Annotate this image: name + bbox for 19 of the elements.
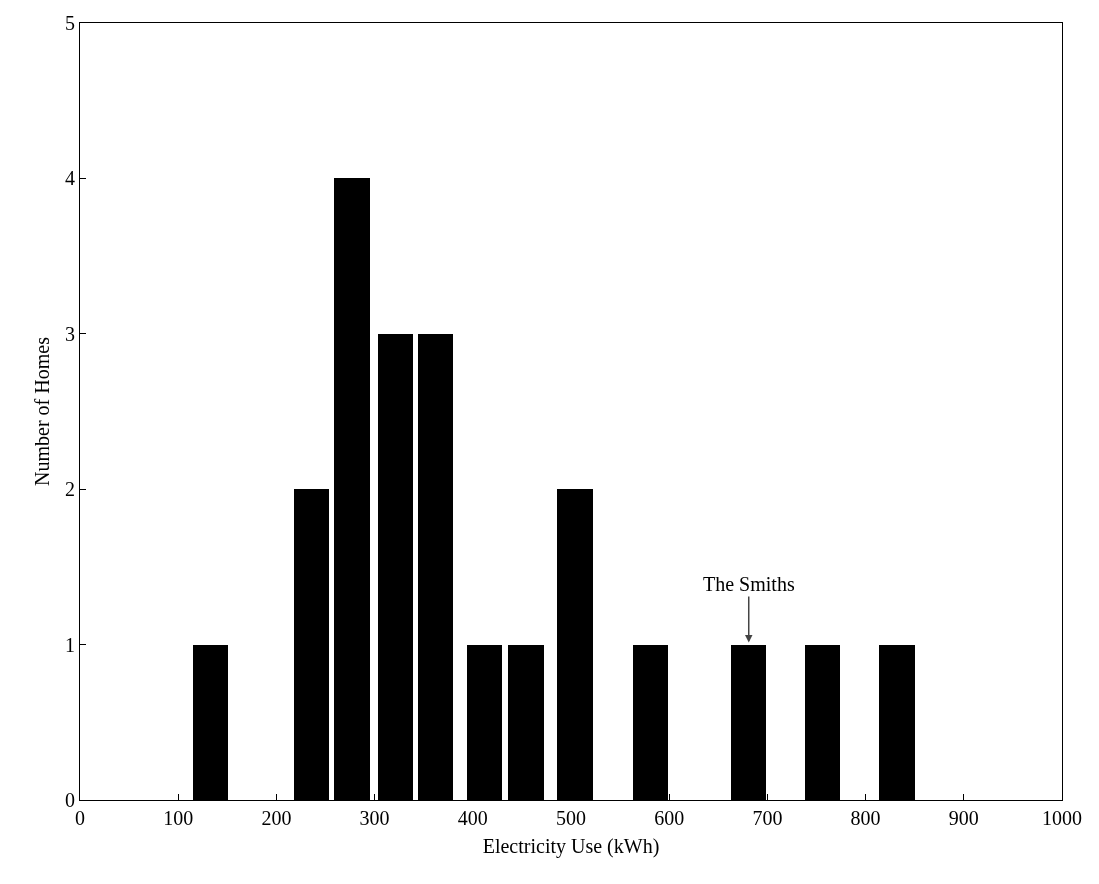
y-tick-label: 2: [65, 478, 75, 501]
y-tick-label: 3: [65, 322, 75, 345]
x-tick-label: 400: [457, 807, 488, 829]
x-tick-label: 900: [948, 807, 979, 829]
x-tick-label: 100: [163, 807, 194, 829]
y-axis-title: Number of Homes: [30, 336, 53, 486]
x-tick-label: 300: [359, 807, 390, 829]
annotation: The Smiths: [703, 573, 795, 595]
x-tick-label: 800: [850, 807, 881, 829]
x-tick-label: 1000: [1042, 807, 1082, 829]
x-tick-label: 200: [261, 807, 292, 829]
x-tick-label: 500: [556, 807, 586, 829]
x-tick-label: 600: [654, 807, 685, 829]
y-tick-label: 4: [65, 167, 75, 190]
x-tick-label: 700: [752, 807, 783, 829]
y-tick-label: 5: [65, 12, 75, 34]
y-tick-label: 0: [65, 789, 75, 811]
y-tick-label: 1: [65, 633, 75, 656]
x-axis-title: Electricity Use (kWh): [482, 834, 660, 858]
